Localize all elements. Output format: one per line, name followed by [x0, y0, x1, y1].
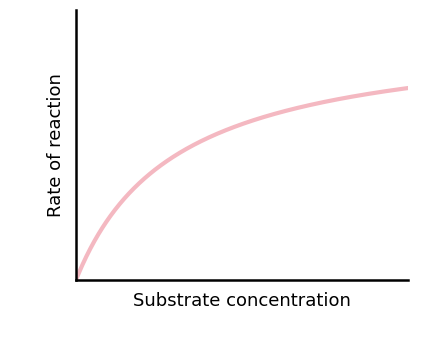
Y-axis label: Rate of reaction: Rate of reaction	[47, 74, 65, 217]
X-axis label: Substrate concentration: Substrate concentration	[133, 291, 351, 310]
